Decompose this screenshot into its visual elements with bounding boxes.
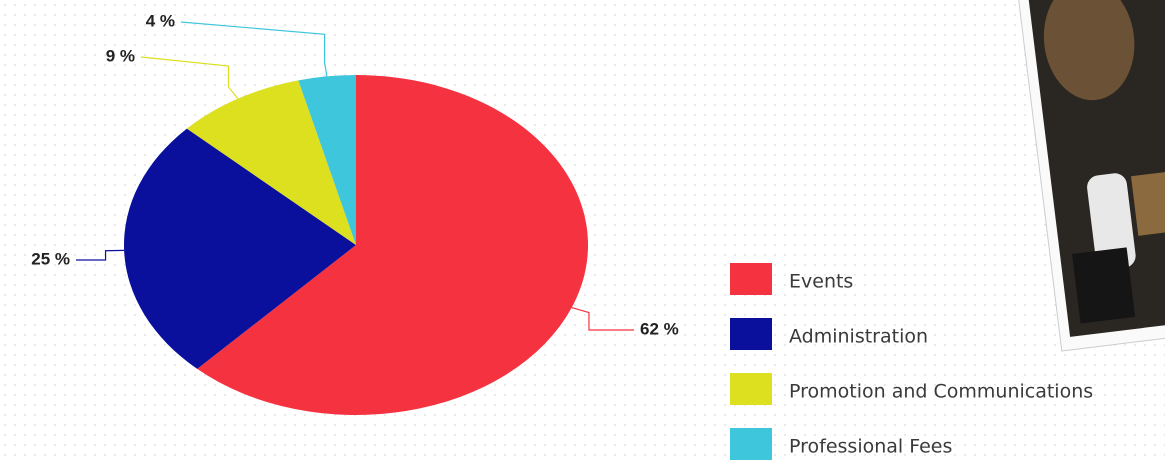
leader-line: [571, 307, 634, 331]
legend-label: Events: [789, 271, 853, 293]
data-label: 25 %: [31, 249, 70, 268]
data-label: 4 %: [146, 11, 175, 30]
pie-slice: [197, 75, 589, 415]
legend-label: Administration: [789, 326, 928, 348]
leader-line: [76, 249, 125, 261]
legend-swatch: [730, 428, 772, 460]
legend-label: Professional Fees: [789, 436, 952, 458]
legend-label: Promotion and Communications: [789, 381, 1093, 403]
legend-swatch: [730, 318, 772, 350]
photo: [1014, 0, 1165, 352]
legend-swatch: [730, 263, 772, 295]
leader-line: [180, 21, 328, 77]
data-label: 9 %: [106, 46, 135, 65]
legend-swatch: [730, 373, 772, 405]
data-label: 62 %: [640, 319, 679, 338]
pie-slice: [124, 128, 357, 369]
leader-line: [140, 56, 239, 100]
pie-slice: [298, 75, 356, 245]
pie-slice: [186, 80, 356, 245]
